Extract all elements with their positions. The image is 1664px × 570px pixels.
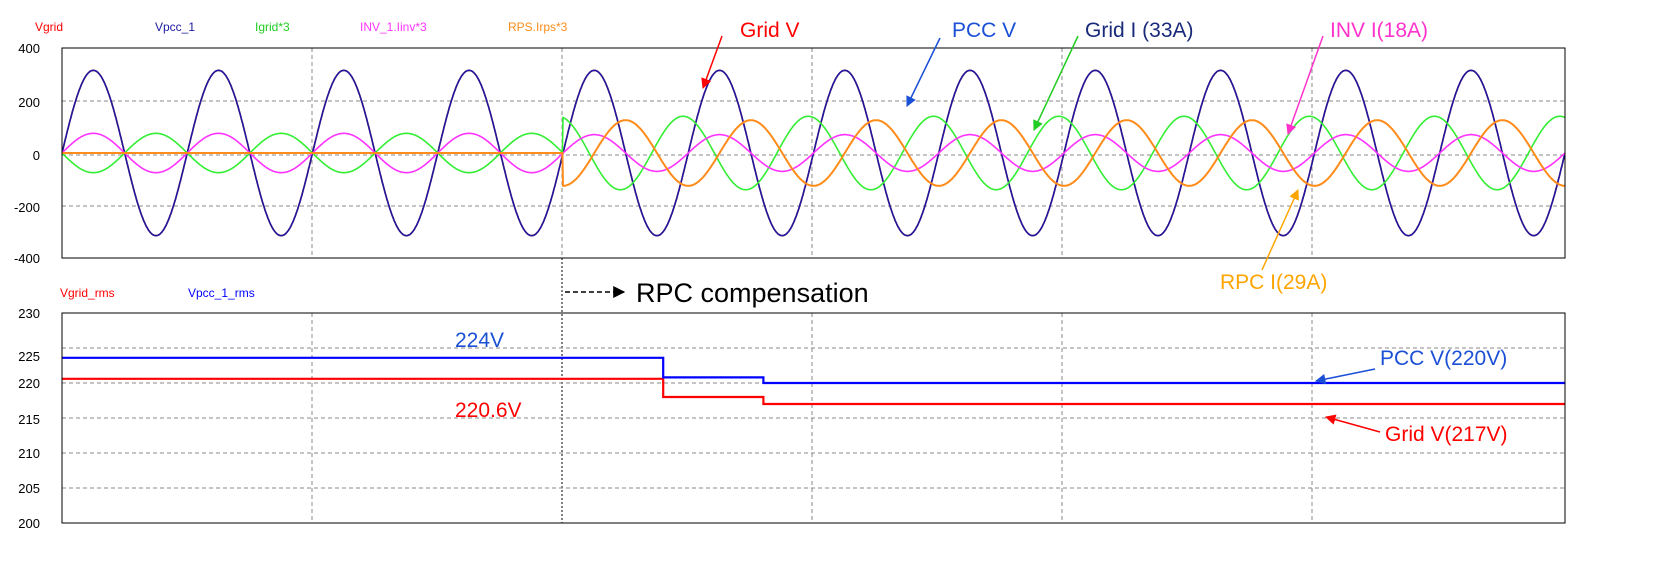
bottom-tick-label: 230 [18,306,40,321]
bottom-tick-label: 215 [18,412,40,427]
bottom-annotations: 224V 220.6V PCC V(220V) Grid V(217V) [455,329,1508,446]
legend-vpcc: Vpcc_1 [155,20,195,34]
annotation-inv-i-arrow [1286,35,1324,135]
series-vgrid-rms [62,377,1565,406]
series-irps [62,119,1565,187]
annotation-inv-i: INV I(18A) [1330,19,1428,42]
bottom-tick-label: 220 [18,376,40,391]
bottom-traces [62,356,1565,406]
top-yaxis: 400 200 0 -200 -400 [14,41,40,266]
annotation-rpc-i: RPC I(29A) [1220,271,1327,294]
top-traces [62,69,1565,237]
event-marker: RPC compensation [561,258,869,523]
top-plot-frame [61,47,1566,259]
bottom-plot-frame [61,312,1566,524]
annotation-pcc-v-220-arrow [1314,368,1376,385]
annotation-grid-v-217-arrow [1324,414,1381,433]
bottom-tick-label: 225 [18,349,40,364]
legend-iinv: INV_1.Iinv*3 [360,20,427,34]
legend-vgrid: Vgrid [35,20,63,34]
bottom-tick-label: 200 [18,516,40,531]
bottom-grid [62,313,1565,523]
bottom-tick-label: 210 [18,446,40,461]
annotation-grid-v: Grid V [740,19,800,42]
series-vpcc-rms [62,356,1565,385]
annotation-rpc-i-arrow [1261,189,1299,271]
annotation-224v: 224V [455,329,504,352]
top-annotations: Grid V PCC V Grid I (33A) INV I(18A) RPC… [701,19,1428,294]
bottom-yaxis: 230 225 220 215 210 205 200 [18,306,40,531]
annotation-pcc-v: PCC V [952,19,1016,42]
legend-igrid: Igrid*3 [255,20,290,34]
top-tick-label: 0 [33,148,40,163]
annotation-pcc-v-arrow [906,37,941,107]
legend-vgrid-rms: Vgrid_rms [60,286,115,300]
top-legend: Vgrid Vpcc_1 Igrid*3 INV_1.Iinv*3 RPS.Ir… [35,20,568,34]
top-tick-label: -200 [14,200,40,215]
annotation-pcc-v-220: PCC V(220V) [1380,347,1507,370]
annotation-grid-v-arrow [701,35,723,89]
annotation-220-6v: 220.6V [455,399,522,422]
top-tick-label: 400 [18,41,40,56]
bottom-legend: Vgrid_rms Vpcc_1_rms [60,286,255,300]
top-tick-label: -400 [14,251,40,266]
legend-vpcc-rms: Vpcc_1_rms [188,286,255,300]
annotation-grid-i-arrow [1033,35,1079,131]
legend-irps: RPS.Irps*3 [508,20,568,34]
annotation-grid-i: Grid I (33A) [1085,19,1194,42]
top-tick-label: 200 [18,95,40,110]
bottom-tick-label: 205 [18,481,40,496]
event-label: RPC compensation [636,278,869,308]
annotation-grid-v-217: Grid V(217V) [1385,423,1508,446]
